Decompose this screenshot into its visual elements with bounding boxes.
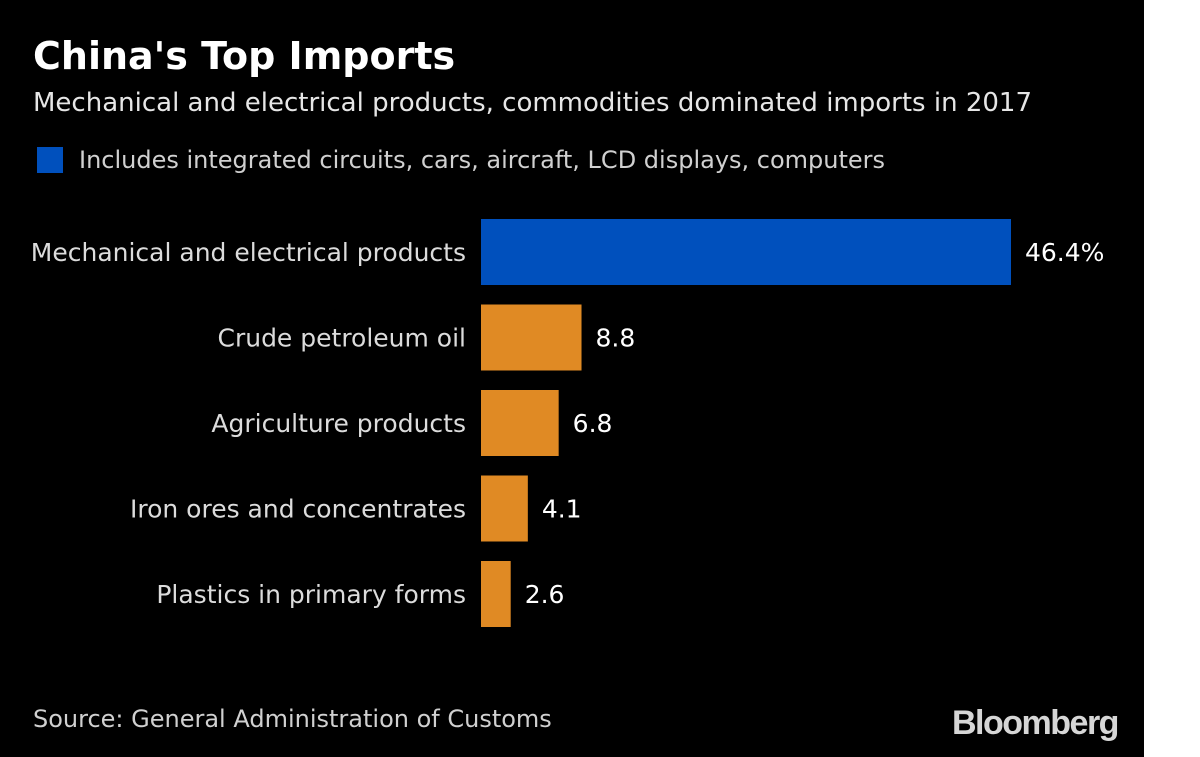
chart-subtitle: Mechanical and electrical products, comm… [33,88,1032,118]
chart-title: China's Top Imports [33,34,456,78]
category-label: Agriculture products [211,409,466,438]
bar [481,475,528,542]
category-label: Iron ores and concentrates [130,495,466,524]
bloomberg-logo: Bloomberg [952,704,1119,742]
bar-chart: Mechanical and electrical products 46.4% C… [31,219,1104,627]
bar [481,390,559,456]
value-label: 2.6 [525,580,565,609]
value-label: 6.8 [573,409,613,438]
legend-label: Includes integrated circuits, cars, airc… [79,146,886,174]
bar [481,561,511,627]
legend: Includes integrated circuits, cars, airc… [37,146,885,174]
bar [481,304,582,371]
value-label: 8.8 [596,324,636,353]
value-label: 4.1 [542,495,582,524]
legend-swatch [37,147,63,173]
category-label: Mechanical and electrical products [31,238,466,267]
source-note: Source: General Administration of Custom… [33,705,552,733]
value-label: 46.4% [1025,238,1104,267]
chart-panel: China's Top Imports Mechanical and elect… [0,0,1144,757]
category-label: Crude petroleum oil [217,324,466,353]
bar [481,219,1011,285]
category-label: Plastics in primary forms [156,580,466,609]
